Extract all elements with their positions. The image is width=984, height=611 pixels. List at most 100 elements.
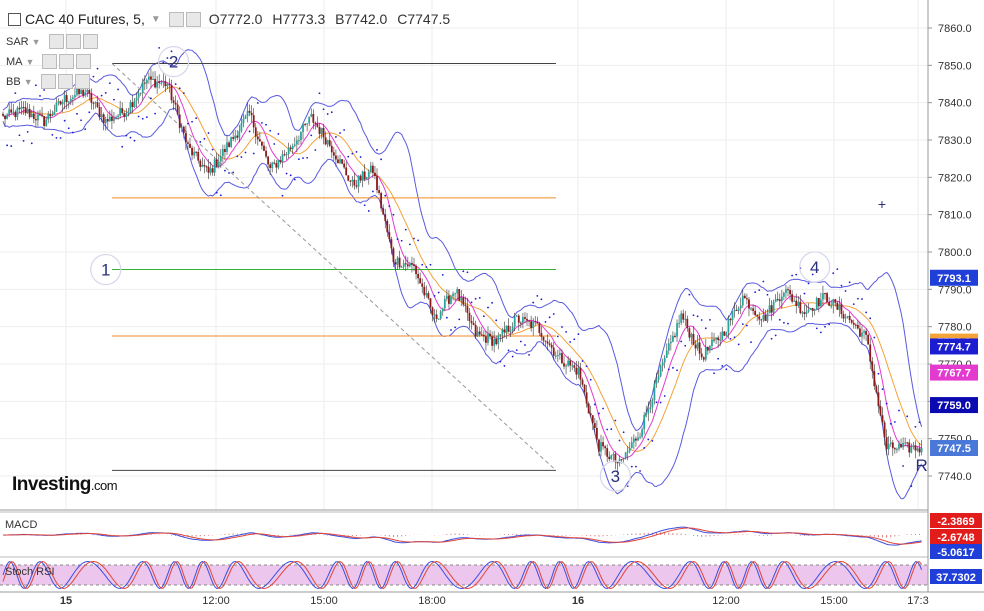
indicator-row-bb[interactable]: BB ▼ bbox=[6, 74, 90, 89]
candle-body bbox=[464, 304, 467, 306]
sar-dot bbox=[400, 239, 403, 242]
candle-body bbox=[861, 332, 863, 337]
candle-body bbox=[916, 448, 919, 451]
candle-body bbox=[575, 367, 578, 375]
sar-dot bbox=[104, 92, 107, 94]
sar-dot bbox=[487, 306, 489, 309]
sar-dot bbox=[803, 292, 806, 295]
indicator-label: SAR bbox=[6, 35, 29, 48]
indicator-row-sar[interactable]: SAR ▼ bbox=[6, 34, 98, 49]
sar-dot bbox=[133, 139, 136, 142]
candle-body bbox=[587, 403, 590, 414]
candle-body bbox=[768, 305, 771, 314]
sar-dot bbox=[692, 314, 695, 317]
candle-body bbox=[842, 314, 845, 319]
candle-body bbox=[221, 149, 224, 157]
candle-body bbox=[419, 278, 422, 284]
sar-dot bbox=[861, 298, 863, 300]
chevron-down-icon[interactable]: ▼ bbox=[25, 56, 35, 67]
close-icon[interactable] bbox=[74, 74, 90, 89]
candle-body bbox=[836, 302, 839, 310]
sar-dot bbox=[408, 243, 411, 246]
sar-dot bbox=[733, 336, 736, 339]
sar-dot bbox=[71, 131, 74, 134]
macd-line bbox=[2, 526, 922, 546]
sar-dot bbox=[158, 46, 161, 49]
sar-dot bbox=[150, 97, 152, 100]
candle-body bbox=[398, 257, 401, 268]
chevron-down-icon[interactable]: ▼ bbox=[23, 76, 33, 87]
sar-dot bbox=[709, 318, 711, 321]
sar-dot bbox=[182, 92, 185, 95]
candle-body bbox=[332, 152, 335, 156]
candle-body bbox=[904, 442, 907, 444]
chevron-down-icon[interactable]: ▼ bbox=[31, 36, 41, 47]
candle-body bbox=[604, 446, 607, 449]
eye-icon[interactable] bbox=[40, 74, 56, 89]
gear-icon[interactable] bbox=[65, 34, 81, 49]
candle-body bbox=[86, 89, 89, 93]
collapse-icon[interactable] bbox=[8, 12, 21, 26]
candle-body bbox=[384, 214, 387, 221]
sar-dot bbox=[359, 156, 362, 158]
gear-icon[interactable] bbox=[59, 54, 75, 69]
candle-body bbox=[82, 89, 85, 96]
sar-dot bbox=[450, 329, 452, 331]
gear-icon[interactable] bbox=[57, 74, 73, 89]
sar-dot bbox=[556, 335, 559, 338]
y-tick-label: 7780.0 bbox=[938, 322, 972, 334]
candle-body bbox=[43, 116, 45, 126]
indicator-row-ma[interactable]: MA ▼ bbox=[6, 54, 92, 69]
sar-dot bbox=[417, 239, 420, 242]
settings-icon[interactable] bbox=[185, 11, 201, 27]
sar-dot bbox=[433, 295, 436, 297]
sar-dot bbox=[281, 194, 284, 197]
sar-dot bbox=[298, 158, 300, 161]
sar-dot bbox=[273, 143, 276, 145]
candle-body bbox=[154, 79, 156, 88]
eye-icon[interactable] bbox=[48, 34, 64, 49]
candle-body bbox=[226, 142, 228, 152]
symbol-dropdown-icon[interactable]: ▼ bbox=[150, 13, 161, 25]
sar-dot bbox=[187, 122, 189, 125]
candle-body bbox=[178, 114, 181, 128]
sar-dot bbox=[910, 485, 913, 487]
indicator-label: BB bbox=[6, 75, 21, 88]
sar-dot bbox=[515, 349, 518, 352]
sar-dot bbox=[593, 403, 596, 406]
x-tick-label: 15:00 bbox=[310, 595, 338, 607]
candle-body bbox=[318, 126, 321, 134]
close-icon[interactable] bbox=[76, 54, 92, 69]
sar-dot bbox=[684, 344, 687, 347]
sar-dot bbox=[881, 388, 884, 391]
eye-icon[interactable] bbox=[168, 11, 184, 27]
candle-body bbox=[493, 338, 496, 346]
wave-label: 1 bbox=[101, 261, 110, 280]
stoch-d-line bbox=[2, 560, 922, 590]
sar-dot bbox=[877, 372, 880, 375]
sar-dot bbox=[561, 326, 563, 328]
sar-dot bbox=[581, 360, 584, 362]
candle-body bbox=[556, 355, 559, 357]
price-tag-label: 7759.0 bbox=[937, 400, 971, 412]
sar-dot bbox=[762, 280, 765, 283]
eye-icon[interactable] bbox=[42, 54, 58, 69]
candle-body bbox=[224, 149, 226, 152]
sar-dot bbox=[203, 137, 206, 140]
candle-body bbox=[277, 160, 280, 168]
candle-body bbox=[252, 115, 255, 128]
candle-body bbox=[462, 297, 465, 305]
candle-body bbox=[238, 130, 241, 138]
candle-body bbox=[213, 159, 216, 173]
candle-body bbox=[770, 305, 773, 313]
candle-body bbox=[380, 192, 383, 209]
sar-dot bbox=[18, 134, 21, 137]
sar-dot bbox=[766, 293, 769, 296]
candle-body bbox=[503, 329, 506, 333]
sar-dot bbox=[721, 364, 724, 367]
candle-body bbox=[785, 289, 787, 293]
close-icon[interactable] bbox=[82, 34, 98, 49]
candle-body bbox=[690, 333, 693, 338]
sar-dot bbox=[252, 152, 255, 155]
